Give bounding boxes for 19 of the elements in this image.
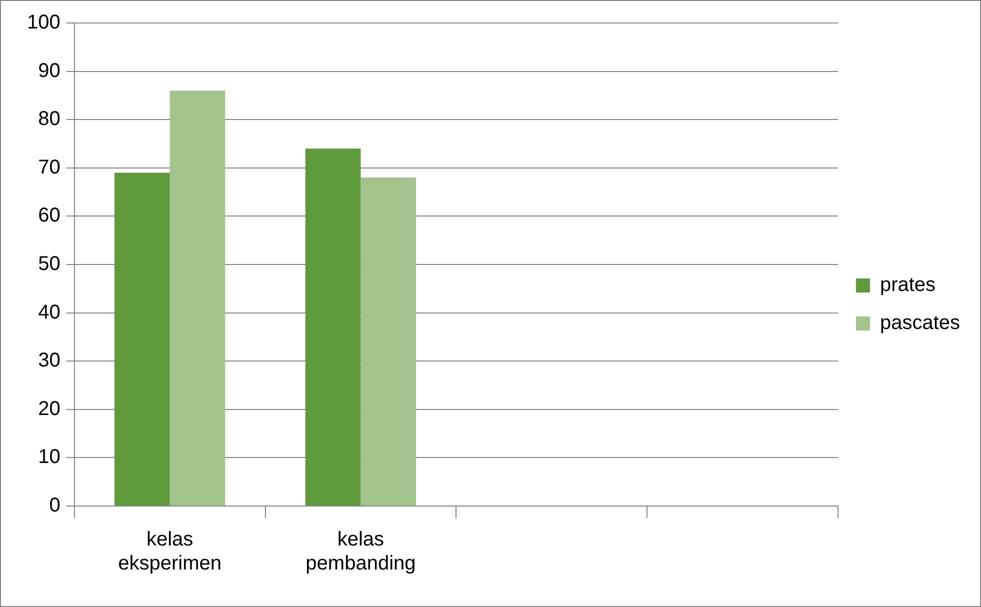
y-tick-label: 20 <box>38 398 60 420</box>
legend-label: pascates <box>880 312 960 334</box>
y-tick-label: 60 <box>38 204 60 227</box>
y-tick-label: 30 <box>38 350 60 372</box>
bar <box>114 172 170 506</box>
bar <box>305 148 361 506</box>
y-tick-label: 70 <box>38 156 60 178</box>
y-tick-label: 90 <box>38 60 60 82</box>
x-tick-label: kelas pembanding <box>306 528 416 575</box>
x-tick-label: kelas eksperimen <box>118 528 222 575</box>
y-tick-label: 100 <box>26 12 60 34</box>
y-tick-label: 80 <box>38 108 60 130</box>
y-tick-label: 50 <box>38 253 60 276</box>
bar <box>170 90 226 506</box>
y-tick-label: 10 <box>38 446 60 468</box>
bar <box>360 178 416 506</box>
y-tick-label: 0 <box>49 494 60 517</box>
legend-label: prates <box>880 274 936 296</box>
y-tick-label: 40 <box>38 301 60 324</box>
